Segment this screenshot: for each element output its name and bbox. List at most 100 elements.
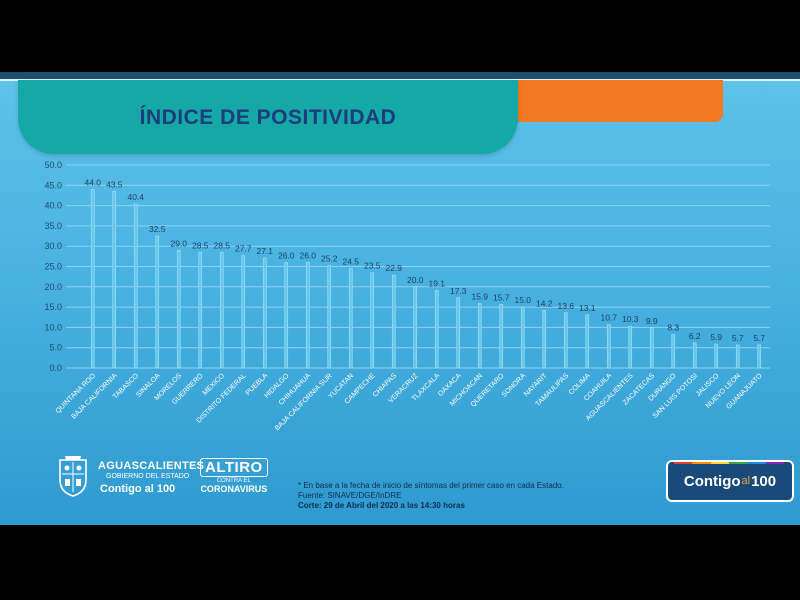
data-label: 40.4 (127, 192, 144, 202)
data-label: 23.5 (364, 261, 381, 271)
data-label: 15.9 (471, 291, 488, 301)
bar (757, 344, 762, 369)
altiro-subtitle: CORONAVIRUS (200, 484, 268, 494)
data-label: 6.2 (689, 331, 701, 341)
data-label: 10.3 (622, 314, 639, 324)
data-label: 24.5 (342, 257, 359, 267)
bar (219, 251, 224, 369)
y-tick-label: 10.0 (44, 322, 62, 332)
data-label: 9.9 (646, 316, 658, 326)
title-banner: ÍNDICE DE POSITIVIDAD (18, 80, 518, 154)
contigo-al-100-badge: Contigo al 100 (666, 460, 794, 502)
bar (155, 235, 160, 369)
y-tick-label: 25.0 (44, 262, 62, 272)
bar (241, 255, 246, 369)
bar (563, 312, 568, 369)
data-label: 17.3 (450, 286, 467, 296)
y-axis-ticks: 0.0 5.0 10.0 15.0 20.0 25.0 30.0 35.0 40.0 45.0 50… (44, 160, 62, 373)
gov-subtitle: GOBIERNO DEL ESTADO (106, 473, 190, 480)
data-label: 26.0 (278, 250, 295, 260)
bar (714, 343, 719, 369)
data-label: 32.5 (149, 224, 166, 234)
bars (90, 189, 762, 369)
bar (90, 189, 95, 369)
y-tick-label: 45.0 (44, 180, 62, 190)
footnote-cutoff: Corte: 29 de Abril del 2020 a las 14:30 … (298, 501, 465, 510)
bar (649, 327, 654, 369)
data-label: 10.7 (600, 313, 617, 323)
data-label: 13.1 (579, 303, 596, 313)
bar (133, 203, 138, 369)
bar (671, 334, 676, 369)
data-label: 8.3 (667, 322, 679, 332)
data-label: 29.0 (170, 238, 187, 248)
data-label: 26.0 (299, 250, 316, 260)
bar (585, 314, 590, 369)
y-tick-label: 40.0 (44, 201, 62, 211)
bar (735, 344, 740, 369)
chart-title: ÍNDICE DE POSITIVIDAD (139, 106, 397, 129)
altiro-connector: CONTRA EL (216, 478, 251, 484)
government-wordmark: AGUASCALIENTES GOBIERNO DEL ESTADO Conti… (98, 460, 204, 495)
altiro-campaign-logo: ALTIRO CONTRA EL CORONAVIRUS (200, 458, 268, 494)
y-tick-label: 20.0 (44, 282, 62, 292)
brand-word-100: 100 (751, 472, 777, 490)
footnote-source: Fuente: SINAVE/DGE/InDRE (298, 491, 402, 500)
altiro-wordmark: ALTIRO (200, 458, 268, 477)
x-tick-label: QUINTANA ROO (55, 372, 98, 415)
bar (370, 272, 375, 369)
footnotes: * En base a la fecha de inicio de síntom… (298, 481, 564, 511)
y-tick-label: 5.0 (49, 343, 62, 353)
gov-slogan: Contigo al 100 (100, 483, 176, 495)
bar (391, 274, 396, 369)
bar (477, 303, 482, 369)
data-label: 27.7 (235, 244, 252, 254)
bar (176, 249, 181, 369)
data-label: 25.2 (321, 254, 338, 264)
data-label: 14.2 (536, 298, 553, 308)
data-label: 19.1 (428, 278, 445, 288)
gridlines (66, 164, 770, 369)
data-label: 20.0 (407, 275, 424, 285)
bar (499, 303, 504, 369)
bar (112, 191, 117, 369)
y-tick-label: 50.0 (44, 160, 62, 170)
bar (305, 262, 310, 369)
top-rule (0, 72, 800, 79)
bar (542, 310, 547, 369)
data-label: 13.6 (557, 301, 574, 311)
value-labels: 44.0 43.5 40.4 32.5 29.0 28.5 28.5 27.7 27.1 26.0… (84, 177, 765, 342)
positivity-bar-chart: 0.0 5.0 10.0 15.0 20.0 25.0 30.0 35.0 40.0 45.0 50… (44, 160, 770, 432)
bar (520, 306, 525, 369)
data-label: 43.5 (106, 179, 123, 189)
bar (434, 290, 439, 369)
data-label: 22.9 (385, 263, 402, 273)
bar (262, 257, 267, 369)
data-label: 5.9 (710, 332, 722, 342)
brand-word-contigo: Contigo (683, 472, 741, 490)
brand-word-al: al (741, 475, 751, 487)
bar (456, 297, 461, 369)
y-tick-label: 0.0 (49, 363, 62, 373)
bar (606, 324, 611, 369)
brand-color-stripes (674, 462, 784, 464)
aguascalientes-crest-logo (59, 456, 87, 497)
data-label: 15.0 (514, 295, 531, 305)
data-label: 27.1 (256, 246, 273, 256)
bar (348, 268, 353, 369)
slide: ÍNDICE DE POSITIVIDAD 0.0 5.0 10.0 15.0 20.0… (0, 72, 800, 525)
bar (628, 325, 633, 369)
data-label: 44.0 (84, 177, 101, 187)
data-label: 5.7 (732, 333, 744, 343)
bar (692, 342, 697, 369)
footnote-method: * En base a la fecha de inicio de síntom… (298, 481, 564, 490)
data-label: 28.5 (213, 240, 230, 250)
bar (327, 265, 332, 369)
y-tick-label: 35.0 (44, 221, 62, 231)
bar (198, 251, 203, 369)
y-tick-label: 30.0 (44, 241, 62, 251)
data-label: 5.7 (753, 333, 765, 343)
y-tick-label: 15.0 (44, 302, 62, 312)
gov-state-name: AGUASCALIENTES (98, 460, 205, 472)
